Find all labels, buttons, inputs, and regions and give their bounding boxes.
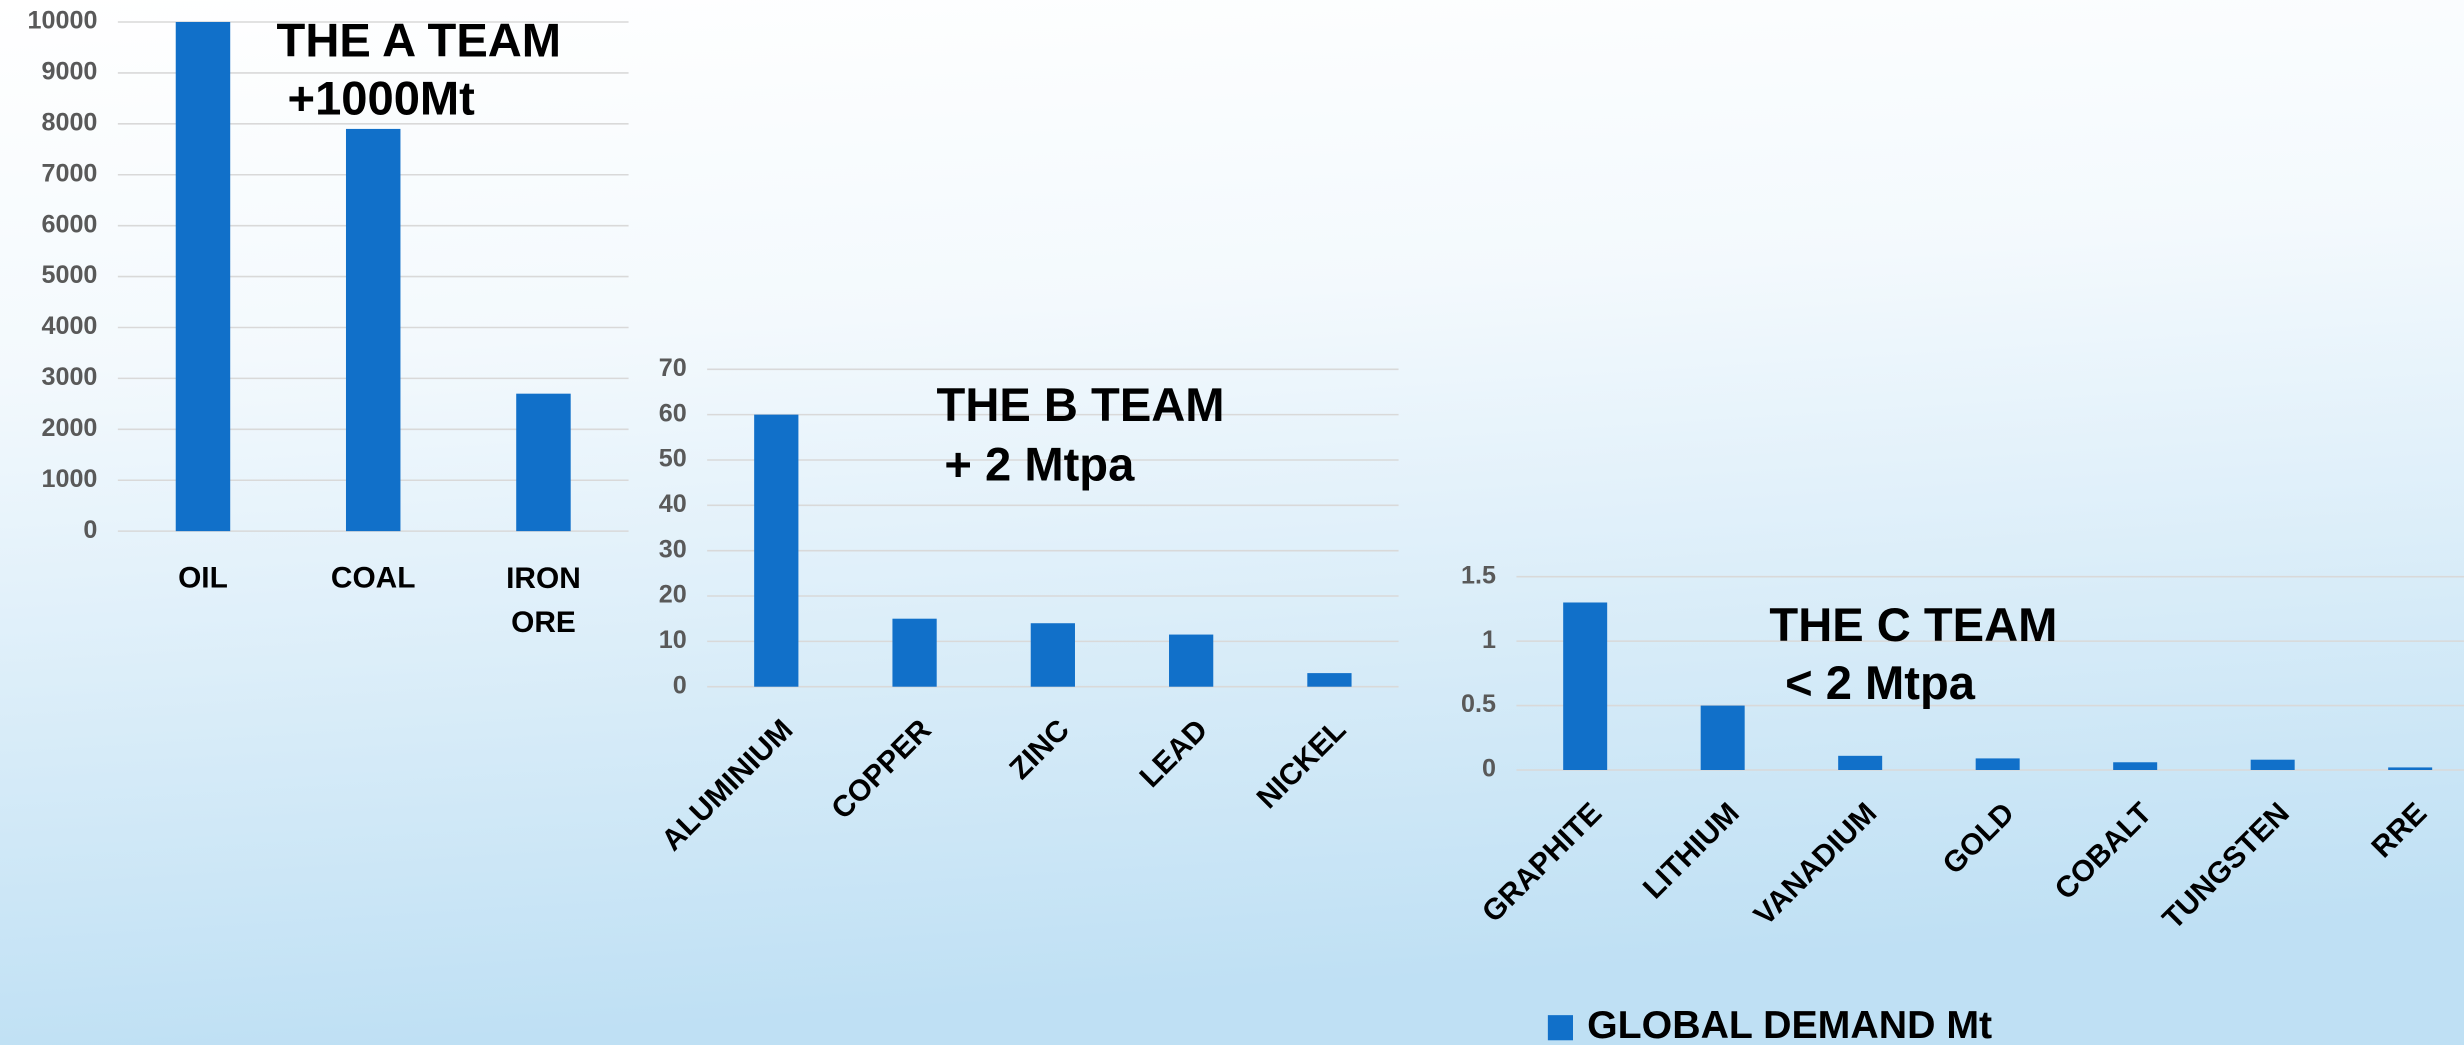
y-tick-label: 20	[659, 581, 687, 609]
y-tick-label: 9000	[42, 58, 98, 86]
bar	[2250, 759, 2295, 770]
y-tick-label: 5000	[42, 261, 98, 289]
y-tick-label: 0	[83, 516, 97, 544]
bar	[2388, 767, 2433, 770]
chart-title: THE C TEAM	[1769, 598, 2057, 651]
y-tick-label: 70	[659, 354, 687, 382]
bar	[754, 414, 799, 687]
bar	[1700, 705, 1745, 770]
y-tick-label: 60	[659, 399, 687, 427]
bar	[2113, 762, 2158, 770]
y-tick-label: 0	[673, 671, 687, 699]
y-tick-label: 10	[659, 626, 687, 654]
y-tick-label: 10000	[28, 7, 98, 35]
y-tick-label: 3000	[42, 363, 98, 391]
y-tick-label: 1	[1482, 626, 1496, 654]
y-tick-label: 4000	[42, 312, 98, 340]
y-tick-label: 7000	[42, 159, 98, 187]
x-tick-label: OIL	[178, 562, 228, 595]
bar	[1030, 623, 1075, 687]
bar	[1838, 755, 1883, 770]
y-tick-label: 8000	[42, 108, 98, 136]
y-tick-label: 1.5	[1461, 561, 1496, 589]
y-tick-label: 30	[659, 535, 687, 563]
y-tick-label: 40	[659, 490, 687, 518]
bar	[892, 618, 937, 687]
bar	[345, 128, 401, 532]
y-tick-label: 0	[1482, 755, 1496, 783]
legend-swatch	[1547, 1015, 1573, 1041]
chart-title: THE A TEAM	[277, 13, 561, 66]
x-tick-label: COAL	[331, 562, 416, 595]
y-tick-label: 50	[659, 445, 687, 473]
chart-subtitle: < 2 Mtpa	[1785, 656, 1976, 709]
bar	[516, 393, 571, 532]
bar	[1169, 634, 1214, 687]
y-tick-label: 1000	[42, 465, 98, 493]
y-tick-label: 6000	[42, 210, 98, 238]
bar	[175, 22, 231, 532]
bar	[1563, 602, 1608, 770]
bar	[1975, 758, 2020, 770]
bar	[1307, 673, 1352, 687]
chart-subtitle: + 2 Mtpa	[944, 438, 1135, 491]
legend-label: GLOBAL DEMAND Mt	[1587, 1003, 1992, 1045]
x-tick-label: IRON ORE	[506, 562, 581, 639]
y-tick-label: 0.5	[1461, 690, 1496, 718]
chart-title: THE B TEAM	[937, 378, 1225, 431]
y-tick-label: 2000	[42, 414, 98, 442]
chart-subtitle: +1000Mt	[288, 72, 476, 125]
